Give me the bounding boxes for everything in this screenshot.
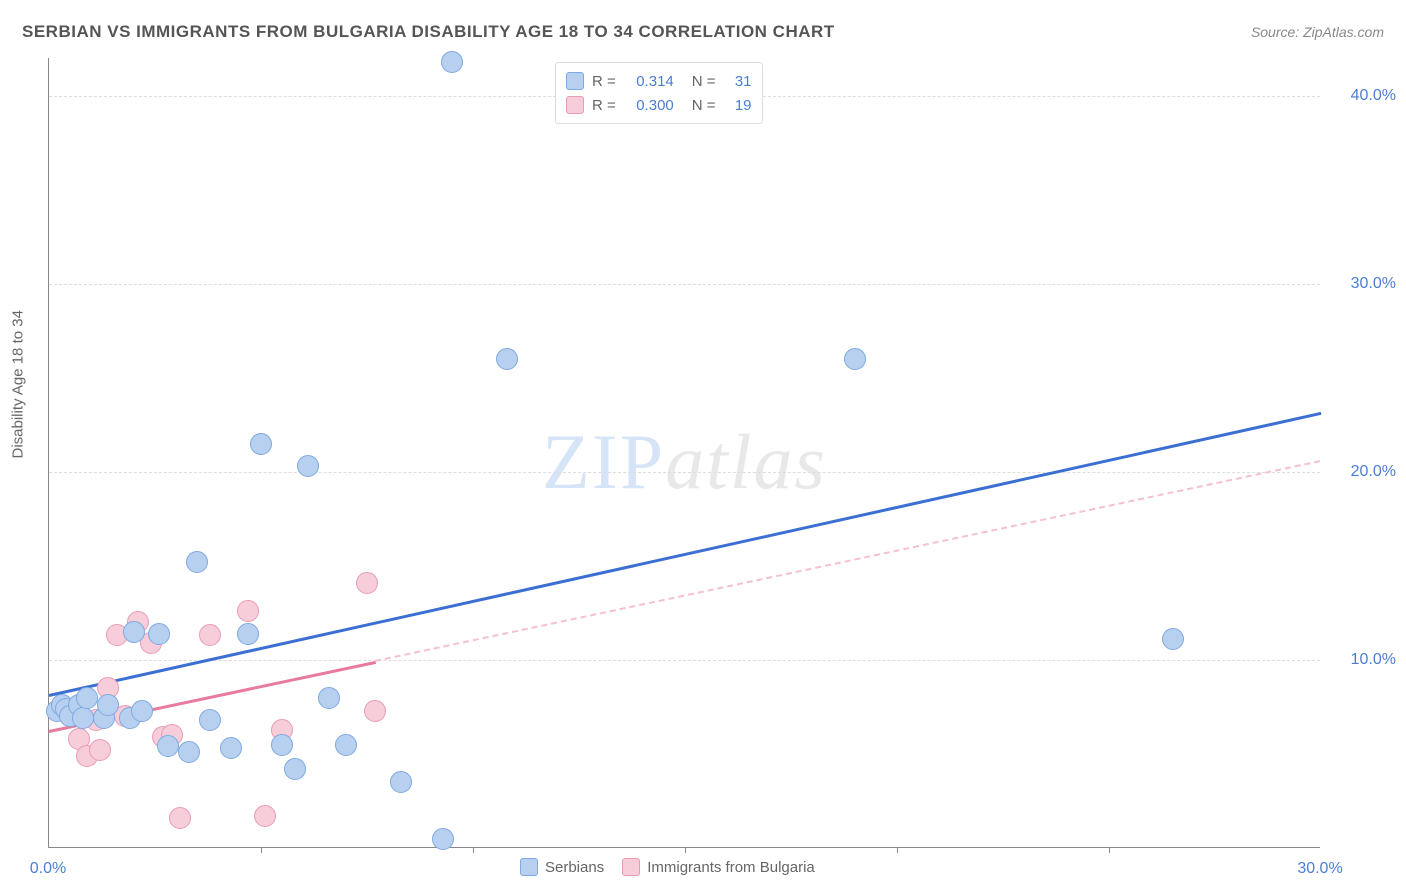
data-point (157, 735, 179, 757)
x-tick-label: 0.0% (30, 860, 66, 878)
r-label: R = (592, 73, 616, 90)
r-value: 0.314 (624, 73, 674, 90)
data-point (271, 734, 293, 756)
gridline (49, 284, 1320, 285)
legend-row: R = 0.314 N = 31 (566, 69, 752, 93)
x-tick-label: 30.0% (1297, 860, 1342, 878)
y-axis-label: Disability Age 18 to 34 (10, 310, 27, 458)
data-point (254, 805, 276, 827)
data-point (496, 348, 518, 370)
data-point (89, 739, 111, 761)
n-label: N = (692, 97, 716, 114)
data-point (390, 771, 412, 793)
data-point (1162, 628, 1184, 650)
legend-row: R = 0.300 N = 19 (566, 93, 752, 117)
x-tick-mark (473, 847, 474, 853)
plot-area: ZIPatlas (48, 58, 1320, 848)
data-point (237, 623, 259, 645)
data-point (250, 433, 272, 455)
trend-line (49, 412, 1322, 697)
n-value: 31 (724, 73, 752, 90)
watermark: ZIPatlas (542, 417, 827, 507)
data-point (186, 551, 208, 573)
watermark-zip: ZIP (542, 418, 665, 505)
legend-label: Immigrants from Bulgaria (647, 859, 815, 876)
legend-swatch (566, 96, 584, 114)
series-legend: Serbians Immigrants from Bulgaria (520, 858, 815, 876)
legend-swatch (520, 858, 538, 876)
x-tick-mark (685, 847, 686, 853)
x-tick-mark (261, 847, 262, 853)
data-point (169, 807, 191, 829)
data-point (844, 348, 866, 370)
data-point (284, 758, 306, 780)
legend-swatch (622, 858, 640, 876)
r-value: 0.300 (624, 97, 674, 114)
legend-swatch (566, 72, 584, 90)
data-point (441, 51, 463, 73)
data-point (220, 737, 242, 759)
y-tick-label: 10.0% (1351, 651, 1396, 669)
data-point (131, 700, 153, 722)
y-tick-label: 40.0% (1351, 87, 1396, 105)
n-value: 19 (724, 97, 752, 114)
chart-title: SERBIAN VS IMMIGRANTS FROM BULGARIA DISA… (22, 22, 835, 42)
data-point (364, 700, 386, 722)
legend-label: Serbians (545, 859, 604, 876)
gridline (49, 660, 1320, 661)
data-point (297, 455, 319, 477)
data-point (356, 572, 378, 594)
watermark-atlas: atlas (665, 418, 827, 505)
data-point (318, 687, 340, 709)
n-label: N = (692, 73, 716, 90)
data-point (199, 624, 221, 646)
data-point (148, 623, 170, 645)
x-tick-mark (1109, 847, 1110, 853)
data-point (72, 707, 94, 729)
legend-item: Serbians (520, 858, 604, 876)
r-label: R = (592, 97, 616, 114)
data-point (199, 709, 221, 731)
data-point (123, 621, 145, 643)
source-attribution: Source: ZipAtlas.com (1251, 24, 1384, 40)
legend-item: Immigrants from Bulgaria (622, 858, 815, 876)
correlation-legend: R = 0.314 N = 31 R = 0.300 N = 19 (555, 62, 763, 124)
data-point (76, 687, 98, 709)
data-point (432, 828, 454, 850)
data-point (237, 600, 259, 622)
data-point (97, 694, 119, 716)
y-tick-label: 20.0% (1351, 463, 1396, 481)
data-point (178, 741, 200, 763)
gridline (49, 472, 1320, 473)
y-tick-label: 30.0% (1351, 275, 1396, 293)
data-point (335, 734, 357, 756)
x-tick-mark (897, 847, 898, 853)
